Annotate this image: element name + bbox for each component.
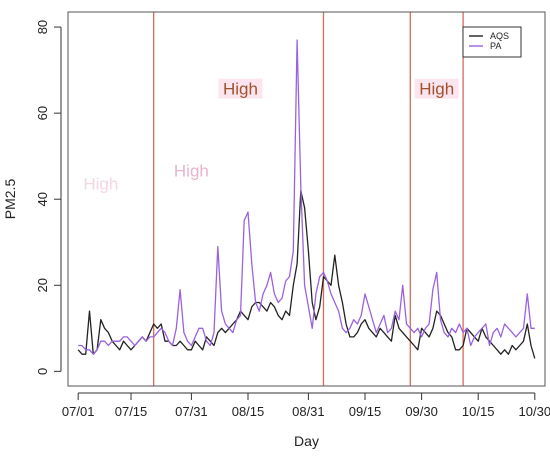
series-line-pa	[78, 39, 535, 355]
x-tick-label: 08/15	[232, 404, 265, 419]
annotation-label: High	[174, 161, 209, 180]
annotation-label: High	[419, 80, 454, 99]
y-tick-label: 0	[35, 368, 50, 375]
legend-label-aqs: AQS	[490, 31, 509, 41]
annotation-background	[414, 78, 459, 99]
x-tick-label: 10/30	[519, 404, 550, 419]
y-tick-label: 60	[35, 106, 50, 120]
x-tick-label: 07/31	[175, 404, 208, 419]
annotation-background	[218, 78, 263, 99]
y-axis: 0 20 40 60 80	[35, 20, 62, 375]
y-axis-label: PM2.5	[2, 179, 18, 220]
x-tick-label: 07/01	[62, 404, 95, 419]
x-tick-label: 09/30	[405, 404, 438, 419]
x-tick-label: 07/15	[115, 404, 148, 419]
y-tick-label: 40	[35, 192, 50, 206]
legend-label-pa: PA	[490, 41, 501, 51]
x-axis: 07/01 07/15 07/31 08/15 08/31 09/15 09/30 10/15…	[62, 392, 550, 419]
x-axis-label: Day	[294, 433, 319, 449]
x-tick-label: 08/31	[292, 404, 325, 419]
y-tick-label: 20	[35, 278, 50, 292]
x-tick-label: 09/15	[349, 404, 382, 419]
plot-border	[67, 11, 546, 387]
series-line-aqs	[77, 189, 536, 359]
legend-box	[462, 26, 522, 58]
y-tick-label: 80	[35, 20, 50, 34]
x-tick-label: 10/15	[462, 404, 495, 419]
annotation-label: High	[83, 174, 118, 193]
annotation-label: High	[223, 80, 258, 99]
series-lines	[77, 39, 536, 359]
annotations: High High High High	[83, 78, 459, 193]
